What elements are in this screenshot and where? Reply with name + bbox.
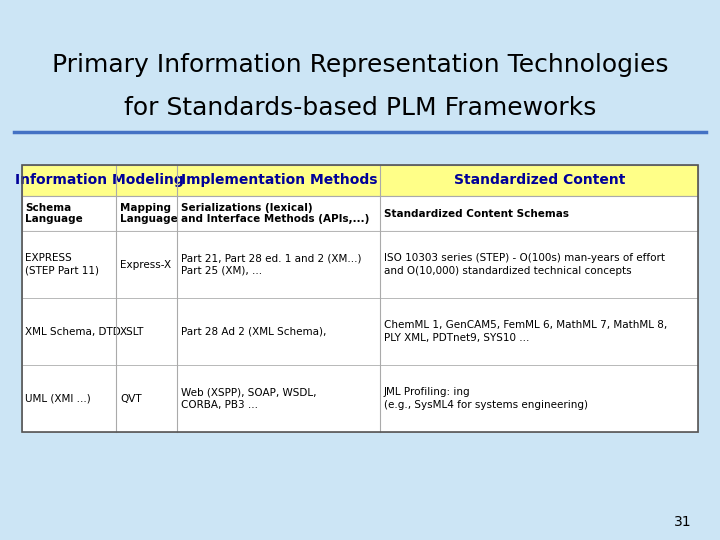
Text: for Standards-based PLM Frameworks: for Standards-based PLM Frameworks — [124, 96, 596, 120]
Text: Standardized Content: Standardized Content — [454, 173, 625, 187]
Text: Mapping
Language: Mapping Language — [120, 203, 178, 225]
Text: XSLT: XSLT — [120, 327, 144, 336]
Text: Information Modeling: Information Modeling — [15, 173, 184, 187]
Text: UML (XMI ...): UML (XMI ...) — [25, 394, 91, 403]
Text: Primary Information Representation Technologies: Primary Information Representation Techn… — [52, 53, 668, 77]
Text: Web (XSPP), SOAP, WSDL,
CORBA, PB3 ...: Web (XSPP), SOAP, WSDL, CORBA, PB3 ... — [181, 387, 316, 410]
Text: Part 28 Ad 2 (XML Schema),: Part 28 Ad 2 (XML Schema), — [181, 327, 326, 336]
Text: 31: 31 — [674, 515, 691, 529]
Text: EXPRESS
(STEP Part 11): EXPRESS (STEP Part 11) — [25, 253, 99, 276]
Text: Serializations (lexical)
and Interface Methods (APIs,...): Serializations (lexical) and Interface M… — [181, 203, 369, 225]
Text: Part 21, Part 28 ed. 1 and 2 (XM...)
Part 25 (XM), ...: Part 21, Part 28 ed. 1 and 2 (XM...) Par… — [181, 253, 361, 276]
Text: ISO 10303 series (STEP) - O(100s) man-years of effort
and O(10,000) standardized: ISO 10303 series (STEP) - O(100s) man-ye… — [384, 253, 665, 276]
Text: JML Profiling: ing
(e.g., SysML4 for systems engineering): JML Profiling: ing (e.g., SysML4 for sys… — [384, 387, 588, 410]
Text: Schema
Language: Schema Language — [25, 203, 83, 225]
Text: Express-X: Express-X — [120, 260, 171, 269]
Text: ChemML 1, GenCAM5, FemML 6, MathML 7, MathML 8,
PLY XML, PDTnet9, SYS10 ...: ChemML 1, GenCAM5, FemML 6, MathML 7, Ma… — [384, 320, 667, 343]
Text: QVT: QVT — [120, 394, 142, 403]
Text: XML Schema, DTD: XML Schema, DTD — [25, 327, 121, 336]
Text: Implementation Methods: Implementation Methods — [181, 173, 377, 187]
Text: Standardized Content Schemas: Standardized Content Schemas — [384, 208, 569, 219]
